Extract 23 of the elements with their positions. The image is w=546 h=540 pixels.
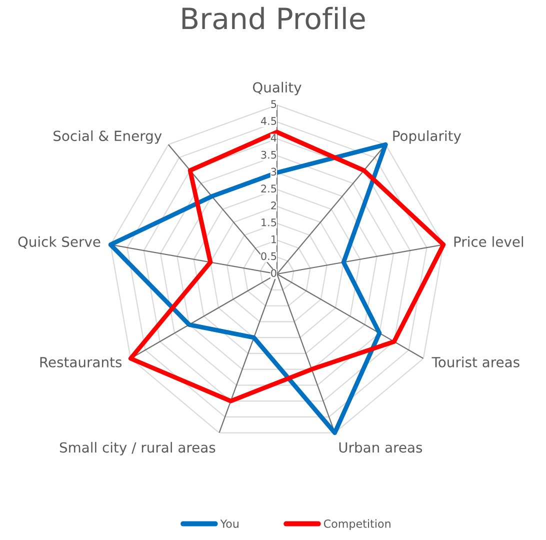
spoke-label: Popularity [393,130,462,144]
spoke-label: Price level [454,236,524,247]
spoke-label: Restaurants [40,357,122,368]
spoke-label: Quality [252,82,302,96]
y-tick-label: 0 [271,269,276,278]
legend-label: Competition [324,519,390,530]
y-tick-label: 4 [270,134,276,142]
y-tick-label: 4.5 [260,117,276,125]
y-tick-label: 1 [272,235,276,244]
spoke-label: Urban areas [339,442,422,453]
spoke-label: Social & Energy [54,130,162,144]
spoke-label: Quick Serve [18,236,100,249]
y-tick-label: 0.5 [261,252,276,260]
y-tick-label: 1.5 [262,218,276,226]
spoke-label: Tourist areas [432,356,520,368]
y-tick-label: 2 [271,202,276,210]
y-tick-label: 2.5 [261,184,276,193]
y-tick-label: 3 [271,168,276,176]
spoke-label: Small city / rural areas [60,442,216,456]
chart-title: Brand Profile [182,6,365,30]
y-tick-label: 5 [271,100,276,108]
y-tick-label: 3.5 [261,150,276,159]
legend-label: You [220,520,238,528]
